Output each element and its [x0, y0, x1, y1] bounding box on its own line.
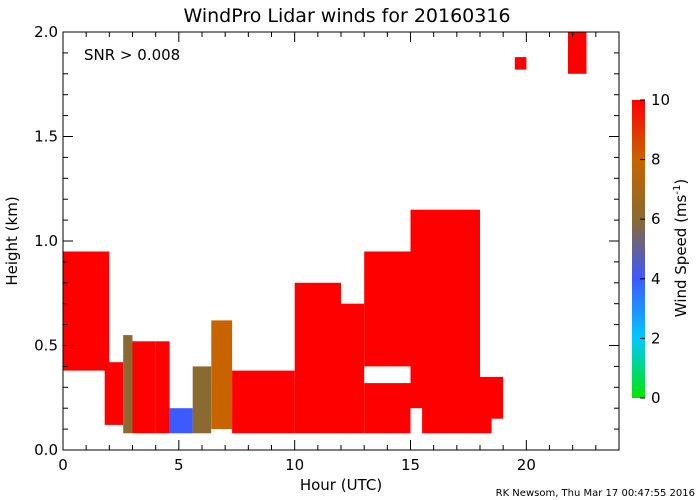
- wind-region: [211, 320, 233, 430]
- colorbar-tick-label: 2: [651, 329, 661, 347]
- colorbar-tick-label: 10: [651, 91, 670, 109]
- colorbar-tick-label: 8: [651, 151, 661, 169]
- colorbar-tick-label: 6: [651, 210, 661, 228]
- wind-region: [514, 57, 527, 70]
- wind-region: [169, 408, 193, 434]
- y-tick-label: 2.0: [34, 23, 58, 41]
- colorbar-label: Wind Speed (ms-1): [672, 179, 690, 317]
- wind-region: [192, 366, 212, 434]
- y-tick-label: 0.5: [34, 337, 58, 355]
- wind-region: [364, 251, 411, 367]
- wind-region: [294, 282, 341, 434]
- x-tick-label: 5: [174, 456, 184, 474]
- x-tick-label: 20: [517, 456, 536, 474]
- wind-region: [568, 32, 587, 74]
- y-tick-label: 1.5: [34, 128, 58, 146]
- colorbar-tick-label: 0: [651, 389, 661, 407]
- colorbar-tick-label: 4: [651, 270, 661, 288]
- x-tick-label: 0: [58, 456, 68, 474]
- wind-region: [132, 341, 156, 434]
- colorbar-scale: [632, 100, 645, 398]
- wind-region: [480, 376, 504, 419]
- plot-area: [63, 32, 587, 434]
- wind-region: [155, 341, 170, 434]
- wind-region: [123, 335, 133, 434]
- colorbar-label-end: ): [672, 179, 690, 185]
- wind-region: [410, 209, 480, 409]
- y-axis: 0.0 0.5 1.0 1.5 2.0: [34, 23, 619, 459]
- wind-region: [341, 303, 365, 434]
- wind-region: [63, 251, 110, 371]
- wind-region: [104, 362, 124, 425]
- wind-region: [232, 370, 295, 434]
- x-tick-label: 10: [285, 456, 304, 474]
- colorbar: 0 2 4 6 8 10: [632, 91, 670, 407]
- y-tick-label: 0.0: [34, 441, 58, 459]
- y-axis-label: Height (km): [3, 196, 21, 285]
- y-tick-label: 1.0: [34, 232, 58, 250]
- x-axis: 0 5 10 15 20: [58, 32, 620, 474]
- credit-text: RK Newsom, Thu Mar 17 00:47:55 2016: [496, 488, 695, 499]
- x-axis-label: Hour (UTC): [300, 476, 382, 494]
- snr-annotation: SNR > 0.008: [84, 46, 180, 64]
- colorbar-label-superscript: -1: [672, 185, 683, 195]
- chart-title: WindPro Lidar winds for 20160316: [183, 5, 510, 27]
- x-tick-label: 15: [401, 456, 420, 474]
- wind-region: [364, 383, 411, 434]
- colorbar-label-text: Wind Speed (ms: [672, 194, 690, 317]
